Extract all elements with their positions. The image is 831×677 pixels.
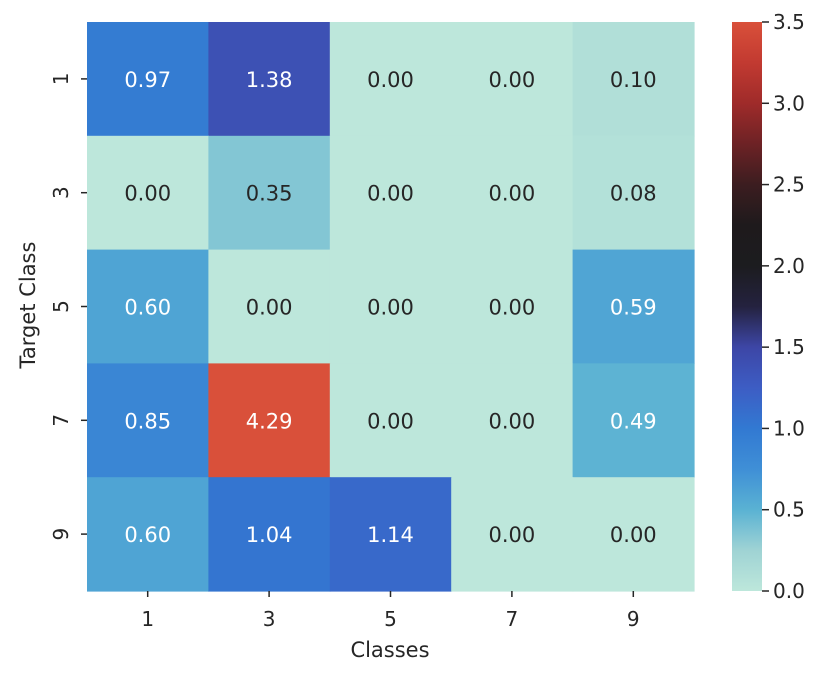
- heatmap-cell: [87, 22, 209, 137]
- heatmap-cells: [87, 22, 695, 592]
- colorbar-ticks: 0.0 0.5 1.0 1.5 2.0 2.5 3.0 3.5: [762, 10, 805, 603]
- cell-value-label: 0.00: [367, 296, 414, 320]
- colorbar-tick-label: 3.5: [773, 10, 805, 34]
- heatmap-cell: [208, 477, 331, 592]
- x-tick-label: 1: [141, 607, 154, 631]
- cell-value-label: 0.00: [489, 296, 536, 320]
- heatmap-cell: [87, 477, 209, 592]
- cell-value-label: 0.00: [489, 409, 536, 433]
- cell-value-label: 0.00: [367, 68, 414, 92]
- heatmap-cell: [87, 363, 209, 478]
- cell-value-label: 0.60: [124, 523, 171, 547]
- heatmap-cell: [208, 363, 331, 478]
- heatmap-cell: [329, 22, 452, 137]
- y-axis-ticks: 1 3 5 7 9: [49, 73, 87, 541]
- heatmap-cell: [208, 22, 331, 137]
- heatmap-cell: [451, 249, 574, 364]
- cell-value-label: 0.00: [246, 296, 293, 320]
- y-tick-label: 5: [49, 300, 73, 313]
- heatmap-cell: [329, 477, 452, 592]
- cell-value-label: 0.00: [489, 523, 536, 547]
- heatmap-cell: [208, 135, 331, 251]
- cell-value-label: 0.00: [489, 182, 536, 206]
- heatmap-cell: [329, 135, 452, 251]
- heatmap-cell: [87, 249, 209, 364]
- cell-value-label: 1.38: [246, 68, 293, 92]
- y-axis-label: Target Class: [16, 242, 40, 370]
- cell-value-label: 0.00: [367, 409, 414, 433]
- cell-value-label: 0.00: [610, 523, 657, 547]
- cell-value-label: 0.85: [124, 409, 171, 433]
- colorbar-tick-label: 0.0: [773, 579, 805, 603]
- colorbar-tick-label: 1.0: [773, 416, 805, 440]
- heatmap-cell: [208, 249, 331, 364]
- x-axis-label: Classes: [350, 638, 429, 662]
- cell-value-label: 0.35: [246, 182, 293, 206]
- y-tick-label: 9: [49, 528, 73, 541]
- y-tick-label: 3: [49, 186, 73, 199]
- cell-value-label: 4.29: [246, 409, 293, 433]
- cell-value-label: 1.14: [367, 523, 414, 547]
- x-axis-ticks: 1 3 5 7 9: [141, 591, 640, 631]
- cell-value-label: 0.08: [610, 182, 657, 206]
- heatmap-cell: [451, 477, 574, 592]
- cell-value-label: 0.00: [367, 182, 414, 206]
- x-tick-label: 5: [384, 607, 397, 631]
- cell-value-label: 0.00: [124, 182, 171, 206]
- cell-value-label: 1.04: [246, 523, 293, 547]
- cell-value-label: 0.49: [610, 409, 657, 433]
- heatmap-cell: [572, 477, 695, 592]
- y-tick-label: 7: [49, 414, 73, 427]
- colorbar-tick-label: 1.5: [773, 335, 805, 359]
- heatmap-cell: [451, 22, 574, 137]
- cell-value-label: 0.60: [124, 296, 171, 320]
- x-tick-label: 3: [263, 607, 276, 631]
- heatmap-cell: [87, 135, 209, 251]
- heatmap-cell: [451, 135, 574, 251]
- cell-value-label: 0.59: [610, 296, 657, 320]
- x-tick-label: 9: [627, 607, 640, 631]
- y-tick-label: 1: [49, 73, 73, 86]
- heatmap-cell: [572, 249, 695, 364]
- cell-value-label: 0.00: [489, 68, 536, 92]
- heatmap-cell: [451, 363, 574, 478]
- colorbar-tick-label: 2.0: [773, 254, 805, 278]
- x-tick-label: 7: [506, 607, 519, 631]
- heatmap-cell: [329, 363, 452, 478]
- heatmap-cell: [572, 363, 695, 478]
- cell-value-label: 0.10: [610, 68, 657, 92]
- colorbar-tick-label: 0.5: [773, 498, 805, 522]
- colorbar-tick-label: 3.0: [773, 91, 805, 115]
- heatmap-cell: [572, 22, 695, 137]
- heatmap-cell-labels: 0.97 1.38 0.00 0.00 0.10 0.00 0.35 0.00 0.00 0.08…: [124, 68, 656, 547]
- cell-value-label: 0.97: [124, 68, 171, 92]
- heatmap-cell: [329, 249, 452, 364]
- heatmap-cell: [572, 135, 695, 251]
- colorbar: [732, 22, 762, 591]
- colorbar-tick-label: 2.5: [773, 173, 805, 197]
